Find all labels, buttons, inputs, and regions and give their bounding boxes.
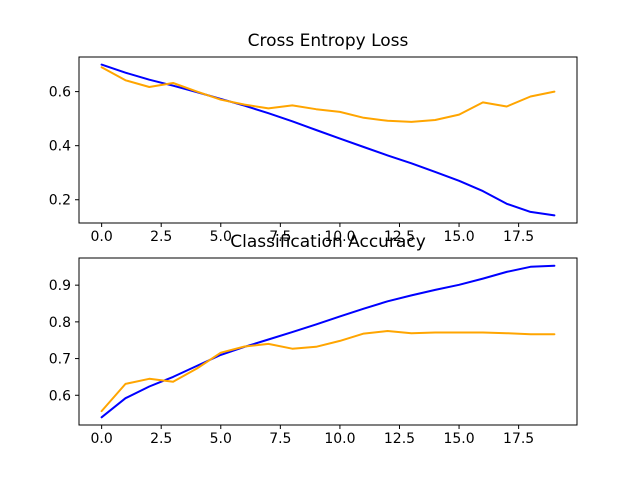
y-tick-label: 0.4 [49, 139, 71, 155]
loss-chart-title: Cross Entropy Loss [247, 31, 409, 51]
x-tick-label: 15.0 [443, 229, 474, 245]
axes-frame [78, 56, 578, 224]
blue-series-line [100, 63, 556, 217]
y-tick-label: 0.6 [49, 85, 71, 101]
x-tick-label: 0.0 [91, 229, 113, 245]
x-tick-label: 17.5 [503, 229, 534, 245]
x-tick-label: 5.0 [210, 229, 232, 245]
x-tick-label: 12.5 [384, 431, 415, 447]
x-tick-label: 2.5 [150, 431, 172, 447]
y-tick-label: 0.7 [49, 352, 71, 368]
x-tick-label: 10.0 [324, 431, 355, 447]
x-tick-label: 15.0 [443, 431, 474, 447]
y-tick-label: 0.6 [49, 388, 71, 404]
y-tick-label: 0.2 [49, 193, 71, 209]
y-tick-label: 0.9 [49, 278, 71, 294]
x-tick-label: 0.0 [91, 431, 113, 447]
blue-series-line [100, 264, 556, 419]
x-tick-label: 17.5 [503, 431, 534, 447]
x-tick-label: 12.5 [384, 229, 415, 245]
x-tick-label: 10.0 [324, 229, 355, 245]
orange-series-line [100, 330, 556, 413]
x-tick-label: 7.5 [269, 229, 291, 245]
accuracy-chart-title: Classification Accuracy [230, 232, 426, 252]
x-tick-label: 5.0 [210, 431, 232, 447]
axes-frame [78, 257, 578, 426]
x-tick-label: 2.5 [150, 229, 172, 245]
y-tick-label: 0.8 [49, 315, 71, 331]
orange-series-line [100, 66, 556, 123]
x-tick-label: 7.5 [269, 431, 291, 447]
